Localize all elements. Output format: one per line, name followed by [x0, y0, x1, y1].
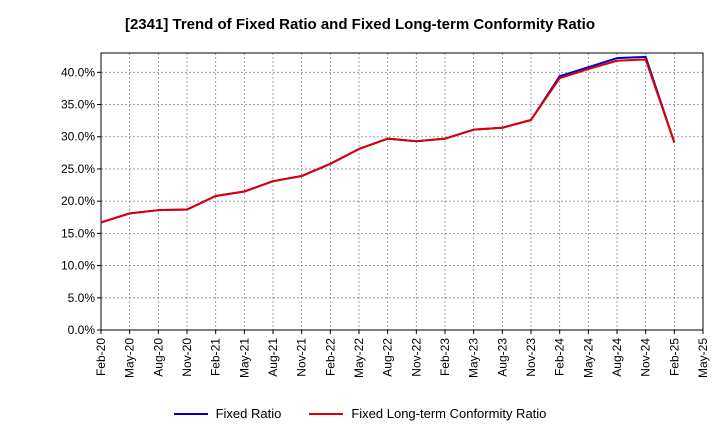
x-tick-label: Nov-24	[639, 338, 653, 377]
chart-plot: Feb-20 May-20 Aug-20 Nov-20 Feb-21 May-21 Aug-…	[61, 52, 710, 378]
x-tick-label: May-20	[123, 338, 137, 378]
chart-legend: Fixed Ratio Fixed Long-term Conformity R…	[0, 406, 720, 421]
x-tick-label: May-24	[581, 338, 595, 378]
legend-item-fixed-ratio: Fixed Ratio	[173, 406, 282, 421]
plot-frame	[100, 52, 704, 331]
x-tick-label: Feb-23	[438, 338, 452, 376]
x-tick-label: Aug-21	[266, 338, 280, 377]
x-tick-label: Nov-21	[295, 338, 309, 377]
y-tick-label: 20.0%	[61, 194, 95, 208]
y-tick-label: 25.0%	[61, 162, 95, 176]
x-tick-label: May-25	[696, 338, 710, 378]
x-tick-label: Feb-21	[209, 338, 223, 376]
y-tick-label: 5.0%	[68, 291, 96, 305]
x-tick-label: Feb-25	[667, 338, 681, 376]
x-tick-label: Feb-20	[94, 338, 108, 376]
x-tick-label: Feb-24	[553, 338, 567, 376]
x-tick-label: May-21	[237, 338, 251, 378]
x-tick-label: Nov-22	[409, 338, 423, 377]
legend-label-fixed-ratio: Fixed Ratio	[215, 406, 282, 421]
x-tick-label: Nov-23	[524, 338, 538, 377]
y-tick-label: 40.0%	[61, 65, 95, 79]
y-tick-label: 10.0%	[61, 259, 95, 273]
x-tick-label: Feb-22	[323, 338, 337, 376]
x-tick-label: Aug-23	[495, 338, 509, 377]
legend-label-fixed-long-term: Fixed Long-term Conformity Ratio	[351, 406, 547, 421]
y-tick-label: 30.0%	[61, 130, 95, 144]
x-tick-label: Aug-20	[151, 338, 165, 377]
x-tick-label: Aug-22	[381, 338, 395, 377]
legend-swatch-fixed-ratio	[173, 412, 208, 415]
x-tick-label: May-22	[352, 338, 366, 378]
legend-swatch-fixed-long-term	[309, 412, 344, 415]
y-tick-label: 15.0%	[61, 226, 95, 240]
legend-item-fixed-long-term: Fixed Long-term Conformity Ratio	[309, 406, 546, 421]
x-tick-label: Nov-20	[180, 338, 194, 377]
y-tick-label: 35.0%	[61, 98, 95, 112]
x-tick-label: Aug-24	[610, 338, 624, 377]
chart-title: [2341] Trend of Fixed Ratio and Fixed Lo…	[124, 16, 596, 33]
y-tick-label: 0.0%	[68, 323, 96, 337]
series-line-fixed-long-term-conformity-ratio	[100, 58, 676, 224]
x-tick-label: May-23	[467, 338, 481, 378]
